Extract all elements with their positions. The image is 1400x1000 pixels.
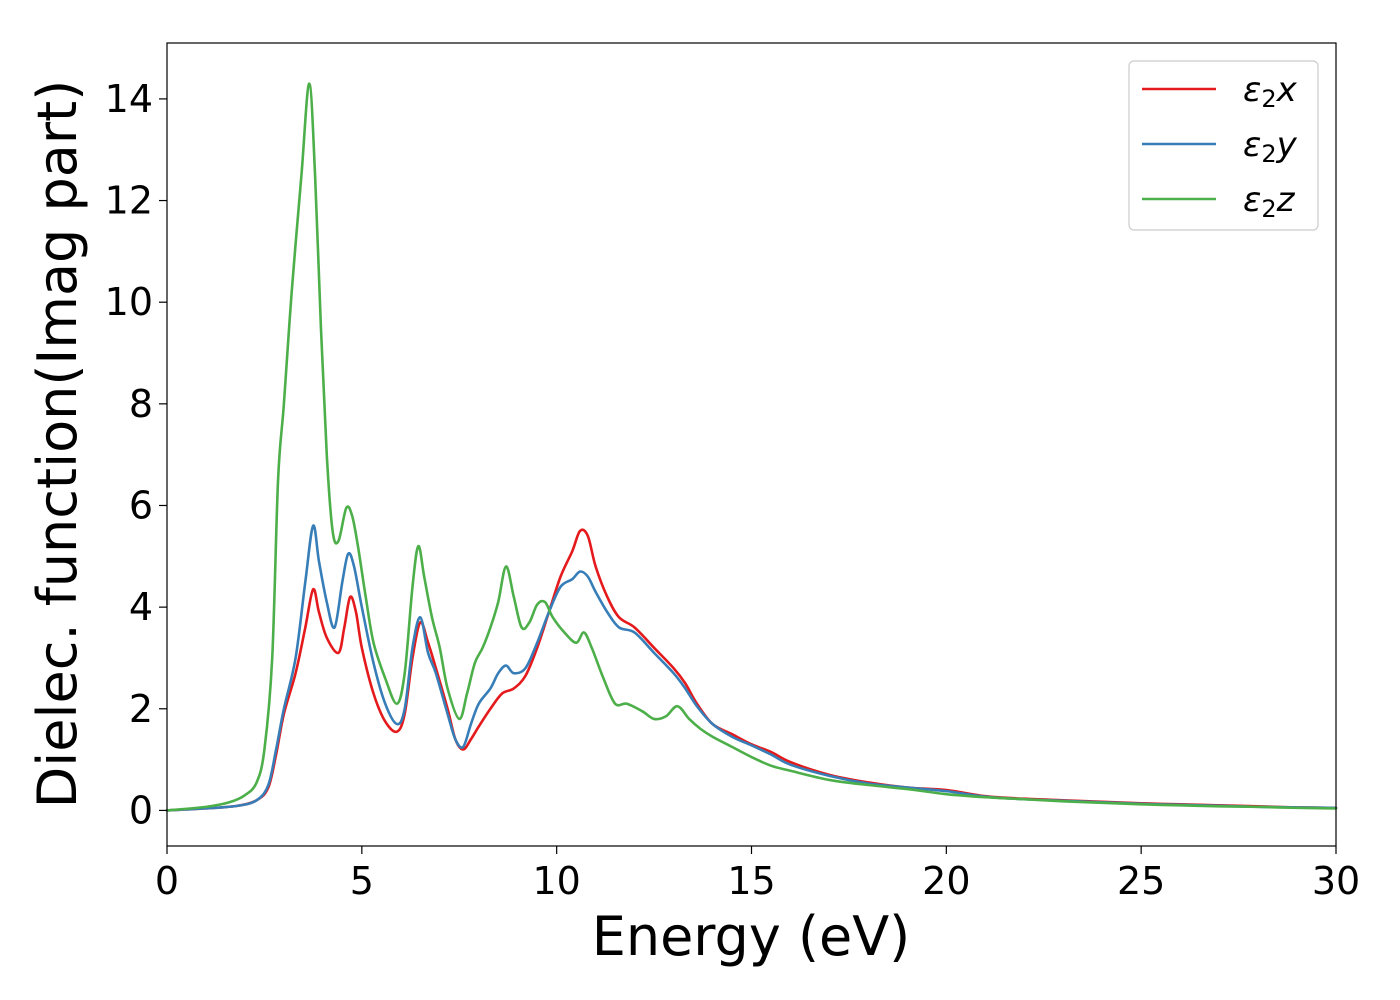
y-axis-ticks: 0 2 4 6 8 10 12 14	[105, 77, 167, 832]
x-tick-label: 15	[727, 859, 775, 903]
y-tick-label: 10	[105, 280, 153, 324]
x-tick-label: 0	[155, 859, 179, 903]
legend: ε2x ε2y ε2z	[1128, 60, 1319, 231]
legend-label-x: ε2x	[1243, 70, 1298, 113]
legend-label-y: ε2y	[1243, 125, 1298, 168]
series-line-y	[165, 524, 1338, 812]
y-axis-label: Dielec. function(Imag part)	[26, 80, 89, 809]
x-tick-label: 5	[350, 859, 374, 903]
y-tick-label: 4	[129, 585, 153, 629]
y-tick-label: 2	[129, 687, 153, 731]
y-tick-label: 0	[129, 788, 153, 832]
x-axis-label: Energy (eV)	[592, 905, 911, 968]
y-tick-label: 6	[129, 483, 153, 527]
y-tick-label: 8	[129, 382, 153, 426]
x-tick-label: 25	[1117, 859, 1165, 903]
x-axis-ticks: 0 5 10 15 20 25 30	[155, 846, 1360, 903]
x-tick-label: 30	[1312, 859, 1360, 903]
y-tick-label: 14	[105, 77, 153, 121]
x-tick-label: 10	[532, 859, 580, 903]
legend-label-z: ε2z	[1243, 180, 1296, 223]
legend-box	[1128, 60, 1319, 231]
series-layer	[165, 82, 1338, 812]
y-tick-label: 12	[105, 179, 153, 223]
series-line-z	[165, 82, 1338, 812]
x-tick-label: 20	[922, 859, 970, 903]
